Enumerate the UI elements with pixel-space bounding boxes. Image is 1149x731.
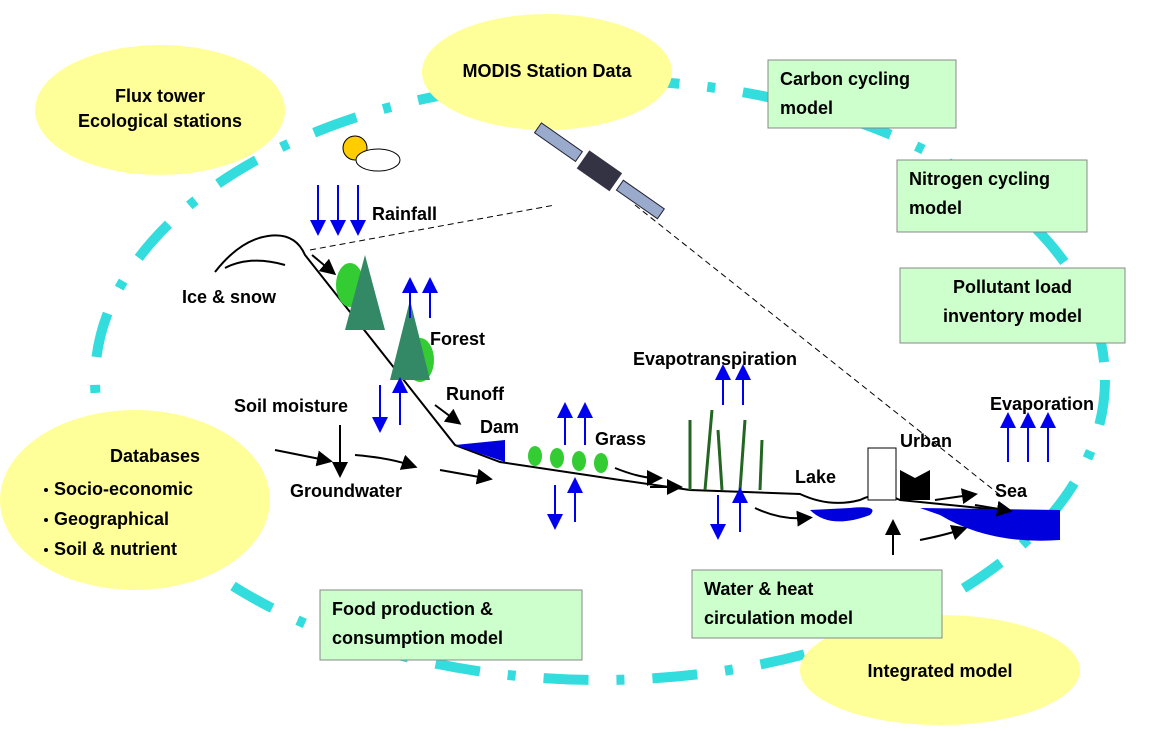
model-text: consumption model <box>332 628 503 648</box>
bullet <box>44 548 48 552</box>
ellipse-text: Flux tower <box>115 86 205 106</box>
label: Sea <box>995 481 1028 501</box>
ellipse <box>0 410 270 590</box>
model-text: Water & heat <box>704 579 813 599</box>
label: Urban <box>900 431 952 451</box>
landscape <box>214 122 1060 555</box>
model-text: model <box>780 98 833 118</box>
label: Grass <box>595 429 646 449</box>
label: Forest <box>430 329 485 349</box>
label: Soil moisture <box>234 396 348 416</box>
label: Lake <box>795 467 836 487</box>
label: Rainfall <box>372 204 437 224</box>
ellipse-text: Integrated model <box>867 661 1012 681</box>
ellipse-text: Ecological stations <box>78 111 242 131</box>
ellipse <box>35 45 285 175</box>
model-text: model <box>909 198 962 218</box>
bullet <box>44 488 48 492</box>
label: Dam <box>480 417 519 437</box>
database-item: Soil & nutrient <box>54 539 177 559</box>
model-text: Carbon cycling <box>780 69 910 89</box>
model-box <box>896 159 1088 233</box>
databases-title: Databases <box>110 446 200 466</box>
label: Groundwater <box>290 481 402 501</box>
model-box <box>899 267 1126 344</box>
database-item: Geographical <box>54 509 169 529</box>
ellipse <box>800 615 1080 725</box>
label: Evaporation <box>990 394 1094 414</box>
ellipse-text: MODIS Station Data <box>462 61 632 81</box>
model-text: Nitrogen cycling <box>909 169 1050 189</box>
model-box <box>767 59 957 129</box>
ellipse <box>422 14 672 130</box>
model-box <box>691 569 943 639</box>
model-text: circulation model <box>704 608 853 628</box>
database-item: Socio-economic <box>54 479 193 499</box>
model-text: Pollutant load <box>953 277 1072 297</box>
label: Runoff <box>446 384 505 404</box>
label: Ice & snow <box>182 287 277 307</box>
model-text: inventory model <box>943 306 1082 326</box>
model-text: Food production & <box>332 599 493 619</box>
bullet <box>44 518 48 522</box>
label: Evapotranspiration <box>633 349 797 369</box>
model-box <box>319 589 583 661</box>
